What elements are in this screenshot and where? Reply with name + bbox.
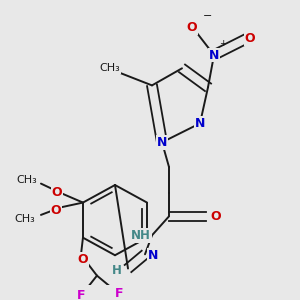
Text: O: O: [52, 186, 62, 199]
Text: N: N: [195, 117, 205, 130]
Text: −: −: [203, 11, 212, 21]
Text: O: O: [245, 32, 255, 45]
Text: O: O: [187, 21, 197, 34]
Text: H: H: [112, 264, 122, 277]
Text: O: O: [78, 253, 88, 266]
Text: CH₃: CH₃: [15, 214, 35, 224]
Text: N: N: [209, 49, 219, 62]
Text: O: O: [51, 204, 61, 217]
Text: O: O: [211, 210, 221, 223]
Text: F: F: [77, 289, 85, 300]
Text: CH₃: CH₃: [16, 175, 37, 185]
Text: +: +: [219, 38, 227, 47]
Text: CH₃: CH₃: [100, 63, 120, 73]
Text: NH: NH: [131, 229, 151, 242]
Text: F: F: [115, 287, 123, 300]
Text: N: N: [157, 136, 167, 149]
Text: N: N: [148, 249, 158, 262]
